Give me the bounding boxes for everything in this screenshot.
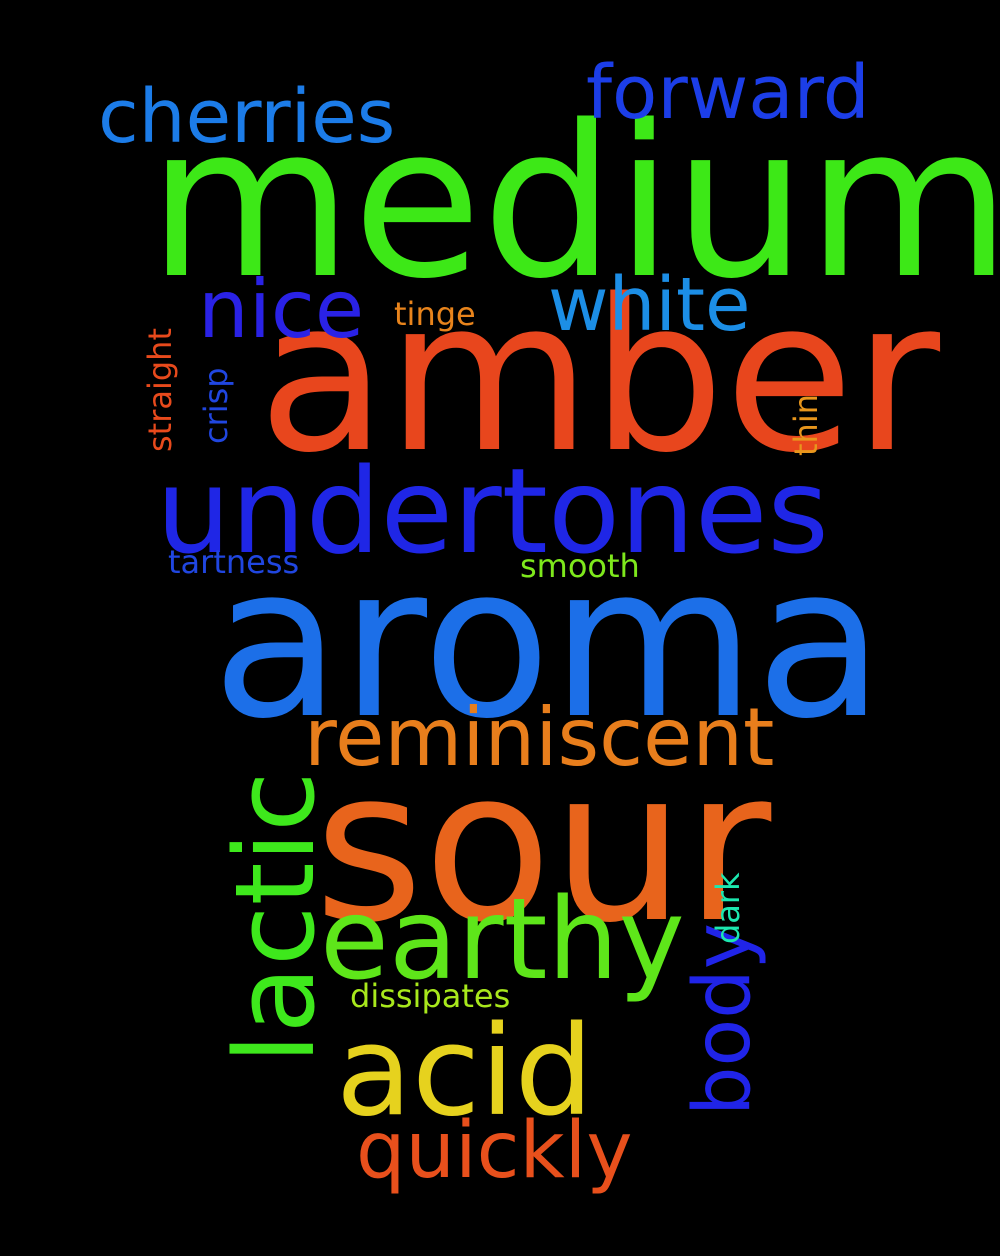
- word-thin: thin: [787, 394, 825, 456]
- word-dark: dark: [709, 872, 747, 944]
- word-nice: nice: [198, 263, 365, 356]
- word-acid: acid: [336, 1000, 594, 1144]
- word-smooth: smooth: [520, 547, 640, 585]
- word-tinge: tinge: [394, 295, 476, 333]
- word-dissipates: dissipates: [350, 977, 511, 1015]
- word-reminiscent: reminiscent: [304, 691, 775, 784]
- word-lactic: lactic: [211, 771, 339, 1064]
- word-undertones: undertones: [156, 442, 829, 580]
- word-aroma: aroma: [212, 520, 885, 765]
- word-earthy: earthy: [320, 875, 685, 1005]
- word-quickly: quickly: [356, 1106, 633, 1196]
- word-body: body: [678, 923, 768, 1116]
- word-sour: sour: [314, 724, 772, 969]
- word-straight: straight: [141, 327, 179, 452]
- word-cherries: cherries: [98, 74, 396, 160]
- word-amber: amber: [258, 254, 941, 499]
- word-medium: medium: [148, 80, 1000, 325]
- word-crisp: crisp: [197, 367, 235, 444]
- word-white: white: [548, 262, 751, 348]
- word-tartness: tartness: [168, 543, 300, 581]
- word-forward: forward: [586, 50, 870, 136]
